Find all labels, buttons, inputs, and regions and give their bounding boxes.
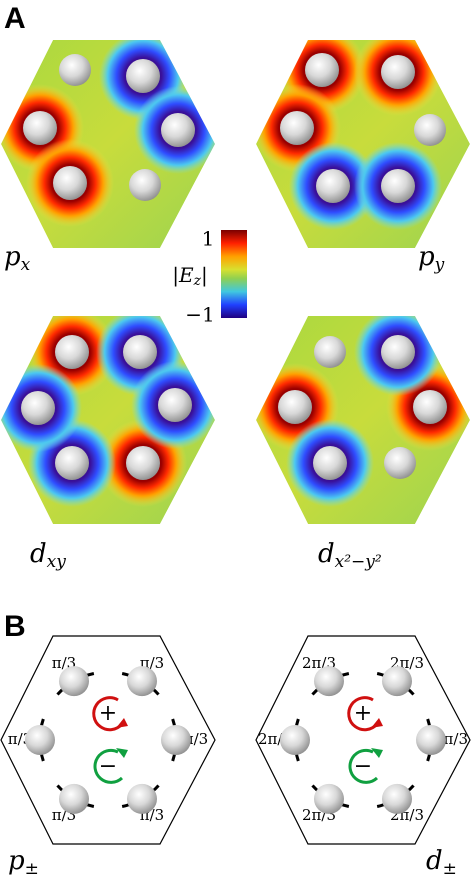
arrow-head <box>371 718 383 728</box>
colorbar <box>221 230 247 318</box>
rod <box>59 666 89 697</box>
arrow-cw <box>347 696 379 732</box>
rod <box>129 169 161 201</box>
rod <box>53 166 87 200</box>
map-label: dxy <box>30 539 66 572</box>
rod <box>161 113 195 147</box>
field-map <box>256 40 470 248</box>
arrow-ccw <box>93 748 124 784</box>
rod <box>55 335 89 369</box>
rod <box>382 783 412 814</box>
label-base: d <box>30 539 47 569</box>
rod <box>25 725 55 755</box>
rod <box>382 666 412 697</box>
field-map <box>1 316 215 524</box>
symmetry-diagrams: π/3π/3π/3π/3π/3π/3+−p±2π/32π/32π/32π/32π… <box>0 635 471 879</box>
minus: − <box>99 754 117 779</box>
colorbar-min: −1 <box>185 303 214 327</box>
panel-label: B <box>4 610 26 643</box>
field-map <box>256 316 470 524</box>
rod <box>314 336 346 368</box>
colorbar-max: 1 <box>202 227 215 251</box>
label-sub: ± <box>25 859 39 879</box>
rod <box>313 446 347 480</box>
diagram-label: d± <box>426 846 457 879</box>
label-base: d <box>426 846 443 876</box>
arrow-head <box>371 748 383 758</box>
rod <box>126 59 160 93</box>
rod <box>123 335 157 369</box>
rod <box>21 391 55 425</box>
plus: + <box>354 701 372 726</box>
arrow-head <box>116 718 128 728</box>
arrow-ccw <box>348 748 379 784</box>
label-base: p <box>4 242 21 272</box>
hexagon-outline <box>0 635 216 845</box>
rod <box>127 666 157 697</box>
rod <box>127 783 157 814</box>
arrow-cw <box>92 696 124 732</box>
label-sub: x <box>21 255 31 275</box>
diagram-label: p± <box>8 846 39 879</box>
rod <box>381 55 415 89</box>
label-base: p <box>8 846 25 876</box>
hexagon-outline <box>255 635 471 845</box>
map-label: px <box>4 242 31 275</box>
map-label: py <box>418 242 445 275</box>
plus: + <box>99 701 117 726</box>
rod <box>316 169 350 203</box>
rod <box>59 54 91 86</box>
label-sub: xy <box>47 552 67 572</box>
rod <box>158 388 192 422</box>
rod <box>381 169 415 203</box>
rod <box>414 114 446 146</box>
label-sub: ± <box>443 859 457 879</box>
label-base: d <box>318 539 335 569</box>
rod <box>381 335 415 369</box>
arrow-head <box>116 748 128 758</box>
field-map <box>1 40 215 248</box>
rod <box>305 53 339 87</box>
rod <box>55 446 89 480</box>
rod <box>314 783 344 814</box>
rod <box>280 111 314 145</box>
label-sub: x²−y² <box>335 552 382 572</box>
rod <box>126 446 160 480</box>
rod <box>416 725 446 755</box>
rod <box>280 725 310 755</box>
rod <box>314 666 344 697</box>
map-label: dx²−y² <box>318 539 382 572</box>
rod <box>59 783 89 814</box>
rod <box>23 111 57 145</box>
rod <box>278 390 312 424</box>
rod <box>161 725 191 755</box>
colorbar-label: |Ez| <box>172 263 207 290</box>
label-sub: y <box>434 255 445 275</box>
panel-label: A <box>4 2 26 35</box>
label-base: p <box>418 242 435 272</box>
minus: − <box>354 754 372 779</box>
rod <box>384 447 416 479</box>
rod <box>413 390 447 424</box>
